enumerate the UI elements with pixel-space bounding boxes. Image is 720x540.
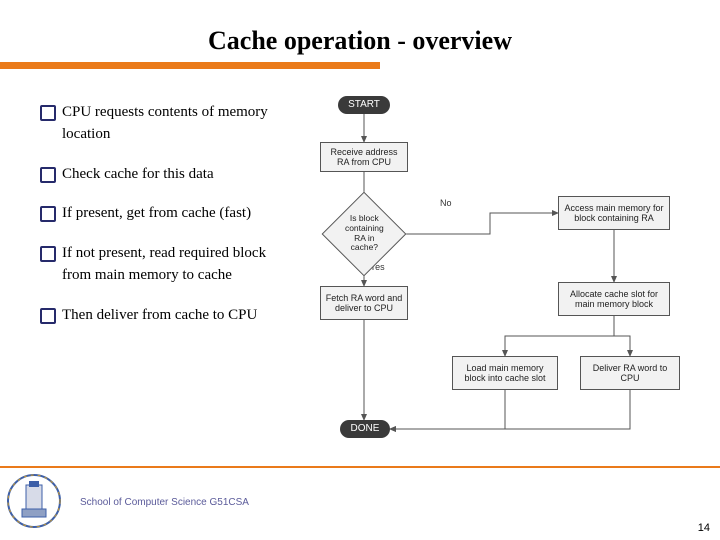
bullet-item: Check cache for this data — [62, 164, 282, 186]
page-number: 14 — [698, 522, 710, 534]
slide-title: Cache operation - overview — [0, 26, 720, 56]
flow-node-load: Load main memory block into cache slot — [452, 356, 558, 390]
flow-node-alloc: Allocate cache slot for main memory bloc… — [558, 282, 670, 316]
flow-node-recv: Receive address RA from CPU — [320, 142, 408, 172]
svg-text:No: No — [440, 198, 452, 208]
bullet-list: CPU requests contents of memory location… — [62, 102, 282, 344]
footer-text: School of Computer Science G51CSA — [80, 497, 249, 508]
bullet-item: CPU requests contents of memory location — [62, 102, 282, 146]
flow-node-accessmm: Access main memory for block containing … — [558, 196, 670, 230]
flowchart: YesNo STARTReceive address RA from CPUIs… — [290, 96, 700, 456]
flow-node-deliver: Deliver RA word to CPU — [580, 356, 680, 390]
accent-rule-bottom — [0, 466, 720, 468]
flow-node-fetch: Fetch RA word and deliver to CPU — [320, 286, 408, 320]
flow-node-done: DONE — [340, 420, 390, 438]
university-logo — [6, 473, 62, 534]
accent-rule-top — [0, 62, 380, 69]
bullet-item: If not present, read required block from… — [62, 243, 282, 287]
bullet-item: Then deliver from cache to CPU — [62, 305, 282, 327]
bullet-item: If present, get from cache (fast) — [62, 203, 282, 225]
flow-node-start: START — [338, 96, 390, 114]
